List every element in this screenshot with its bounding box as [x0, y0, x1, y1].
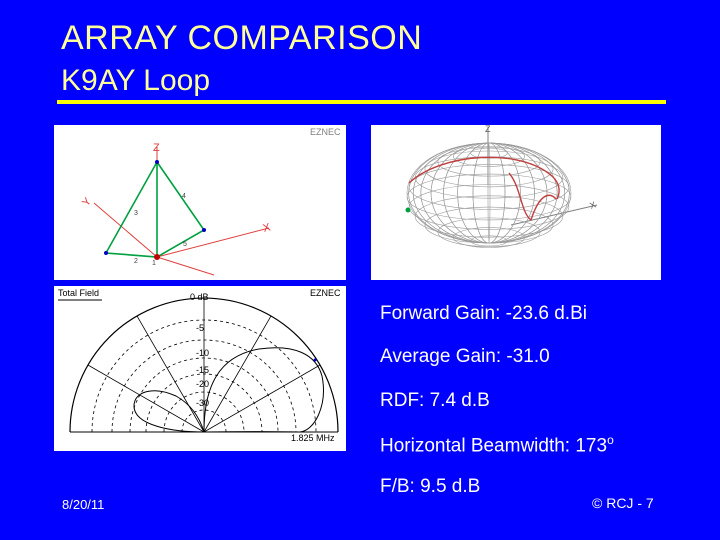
ring-label: -15	[196, 365, 209, 375]
main-lobe	[203, 347, 324, 433]
max-gain-marker	[313, 358, 317, 362]
loop-wire	[104, 161, 206, 258]
slide-credit: © RCJ - 7	[592, 495, 654, 511]
wire-label-1: 1	[152, 260, 156, 267]
x-axis-label: X	[262, 221, 273, 235]
eznec-brand: EZNEC	[310, 288, 341, 298]
ring-label: 0 dB	[190, 292, 209, 302]
ring-label: -20	[196, 379, 209, 389]
mesh-latitude	[408, 184, 570, 230]
antenna-model-drawing: EZNEC Z X Y 1 2 3 4 5	[80, 127, 341, 276]
mesh-latitude	[424, 150, 554, 188]
wire-label-5: 5	[183, 241, 187, 248]
horizontal-beamwidth: Horizontal Beamwidth: 173o	[380, 433, 614, 457]
total-field-header: Total Field	[58, 288, 99, 298]
wire-node	[155, 160, 159, 164]
origin-marker	[405, 207, 411, 213]
x-axis-label: X	[588, 199, 597, 210]
wire-node	[104, 251, 108, 255]
wire-label-3: 3	[134, 210, 138, 217]
mesh-latitude	[414, 156, 564, 199]
mesh-latitude	[406, 173, 572, 221]
title-underline	[57, 100, 666, 104]
eznec-brand: EZNEC	[310, 127, 341, 137]
minus-y-axis	[156, 256, 215, 276]
mesh-latitude	[470, 147, 508, 159]
ring-labels: 0 dB -5 -10 -15 -20 -30	[190, 292, 209, 408]
forward-gain: Forward Gain: -23.6 d.Bi	[380, 303, 587, 324]
pattern-3d-drawing: Z X	[405, 125, 598, 248]
grid-spoke	[87, 364, 205, 433]
front-to-back: F/B: 9.5 d.B	[380, 476, 481, 497]
elevation-pattern-view: Total Field EZNEC 0 dB -5 -10 -15 -20 -30 1.8…	[54, 286, 346, 451]
ring-label: -5	[196, 323, 204, 333]
pattern-cut-azimuth	[508, 172, 557, 221]
grid-spoke	[203, 364, 321, 433]
x-axis	[510, 204, 598, 226]
slide-title: ARRAY COMPARISON	[61, 19, 423, 57]
mesh-longitude	[408, 142, 570, 244]
elevation-plot: Total Field EZNEC 0 dB -5 -10 -15 -20 -30 1.8…	[58, 288, 341, 443]
average-gain: Average Gain: -31.0	[380, 346, 550, 367]
beamwidth-value: Horizontal Beamwidth: 173	[380, 435, 608, 457]
slide-subtitle: K9AY Loop	[61, 64, 211, 97]
ring-label: -30	[196, 398, 209, 408]
degree-sign: o	[607, 433, 614, 447]
x-axis	[156, 227, 270, 258]
frequency-label: 1.825 MHz	[291, 433, 335, 443]
y-axis	[93, 202, 158, 258]
mesh-latitude	[414, 195, 564, 238]
z-axis-label: Z	[153, 142, 160, 154]
wire-label-2: 2	[134, 258, 138, 265]
wire-node	[202, 228, 206, 232]
grid-spoke	[136, 315, 205, 433]
mesh-latitude	[453, 146, 525, 167]
mesh-latitude	[437, 147, 541, 177]
feed-point	[154, 254, 160, 260]
grid-spoke	[203, 315, 272, 433]
ring-label: -10	[196, 348, 209, 358]
rdf: RDF: 7.4 d.B	[380, 390, 490, 411]
back-lobe	[133, 390, 205, 433]
wire-label-4: 4	[182, 193, 186, 200]
pattern-3d-view: Z X	[371, 125, 661, 280]
z-axis-label: Z	[485, 125, 491, 134]
y-axis-label: Y	[80, 195, 94, 209]
slide-date: 8/20/11	[62, 497, 105, 512]
mesh-latitude	[453, 227, 525, 248]
pattern-cut-elevation	[408, 156, 560, 200]
antenna-model-view: EZNEC Z X Y 1 2 3 4 5	[54, 125, 346, 280]
grid-ring	[181, 409, 227, 433]
